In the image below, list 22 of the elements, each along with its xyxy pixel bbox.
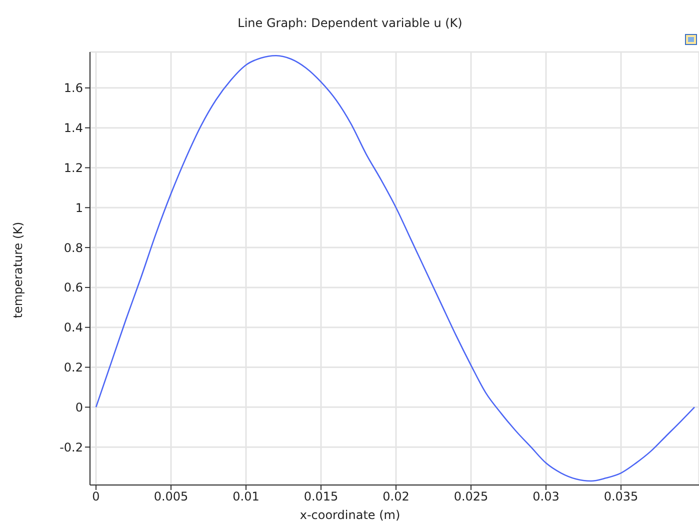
- x-tick-label: 0.03: [532, 490, 560, 504]
- y-tick-label: 0.6: [64, 280, 83, 295]
- chart-title: Line Graph: Dependent variable u (K): [236, 16, 464, 30]
- x-tick-label: 0: [92, 490, 100, 504]
- y-tick-label: 0: [75, 400, 83, 414]
- line-series: [95, 54, 696, 482]
- x-tick-label: 0.01: [232, 490, 260, 504]
- y-tick-label: 0.4: [64, 320, 83, 335]
- x-tick-label: 0.025: [454, 490, 488, 504]
- y-tick-label: 1.4: [64, 121, 83, 136]
- y-axis-title: temperature (K): [11, 222, 25, 318]
- x-tick-label: 0.015: [304, 490, 338, 504]
- x-axis-title: x-coordinate (m): [298, 508, 402, 522]
- x-tick-label: 0.035: [604, 490, 638, 504]
- y-tick-label: -0.2: [60, 440, 83, 454]
- y-tick-label: 1.2: [64, 160, 83, 175]
- x-tick-label: 0.02: [382, 490, 410, 504]
- y-tick-label: 1: [75, 200, 83, 215]
- y-tick-label: 0.2: [64, 360, 83, 375]
- x-tick-label: 0.005: [154, 490, 188, 504]
- y-tick-label: 1.6: [64, 81, 83, 96]
- y-tick-label: 0.8: [64, 240, 83, 255]
